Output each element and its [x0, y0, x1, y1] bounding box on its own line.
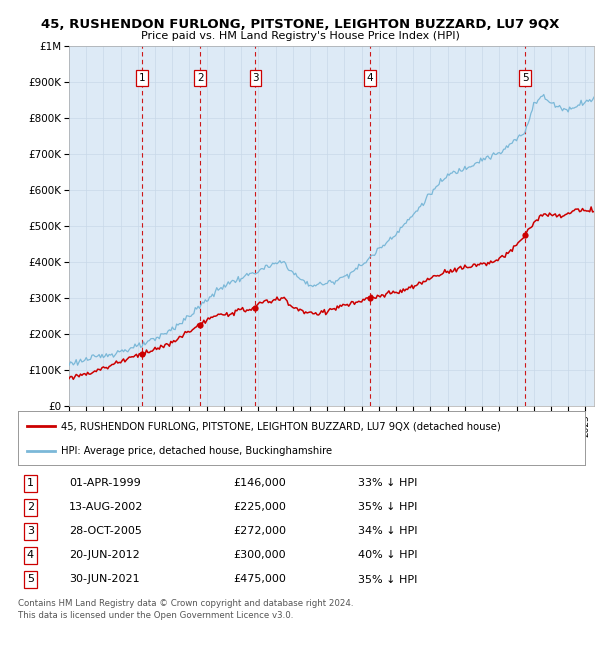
Text: HPI: Average price, detached house, Buckinghamshire: HPI: Average price, detached house, Buck…: [61, 447, 332, 456]
Text: 3: 3: [252, 73, 259, 83]
Text: 40% ↓ HPI: 40% ↓ HPI: [358, 551, 418, 560]
Text: 5: 5: [522, 73, 529, 83]
Text: 35% ↓ HPI: 35% ↓ HPI: [358, 575, 418, 584]
Text: 4: 4: [27, 551, 34, 560]
Text: 5: 5: [27, 575, 34, 584]
Text: 30-JUN-2021: 30-JUN-2021: [69, 575, 140, 584]
Text: 01-APR-1999: 01-APR-1999: [69, 478, 141, 488]
Text: 4: 4: [367, 73, 373, 83]
Text: 45, RUSHENDON FURLONG, PITSTONE, LEIGHTON BUZZARD, LU7 9QX (detached house): 45, RUSHENDON FURLONG, PITSTONE, LEIGHTO…: [61, 421, 500, 432]
Text: 45, RUSHENDON FURLONG, PITSTONE, LEIGHTON BUZZARD, LU7 9QX: 45, RUSHENDON FURLONG, PITSTONE, LEIGHTO…: [41, 18, 559, 31]
Text: 34% ↓ HPI: 34% ↓ HPI: [358, 526, 418, 536]
Text: 2: 2: [197, 73, 203, 83]
Text: £272,000: £272,000: [233, 526, 286, 536]
Text: £300,000: £300,000: [233, 551, 286, 560]
Text: Contains HM Land Registry data © Crown copyright and database right 2024.: Contains HM Land Registry data © Crown c…: [18, 599, 353, 608]
Text: This data is licensed under the Open Government Licence v3.0.: This data is licensed under the Open Gov…: [18, 610, 293, 619]
Text: 35% ↓ HPI: 35% ↓ HPI: [358, 502, 418, 512]
Text: 13-AUG-2002: 13-AUG-2002: [69, 502, 143, 512]
Text: 3: 3: [27, 526, 34, 536]
Text: £475,000: £475,000: [233, 575, 286, 584]
Text: 2: 2: [27, 502, 34, 512]
Text: Price paid vs. HM Land Registry's House Price Index (HPI): Price paid vs. HM Land Registry's House …: [140, 31, 460, 41]
Text: 1: 1: [27, 478, 34, 488]
Text: 28-OCT-2005: 28-OCT-2005: [69, 526, 142, 536]
Text: £146,000: £146,000: [233, 478, 286, 488]
Text: 1: 1: [139, 73, 145, 83]
Text: 33% ↓ HPI: 33% ↓ HPI: [358, 478, 418, 488]
Text: £225,000: £225,000: [233, 502, 286, 512]
Text: 20-JUN-2012: 20-JUN-2012: [69, 551, 140, 560]
